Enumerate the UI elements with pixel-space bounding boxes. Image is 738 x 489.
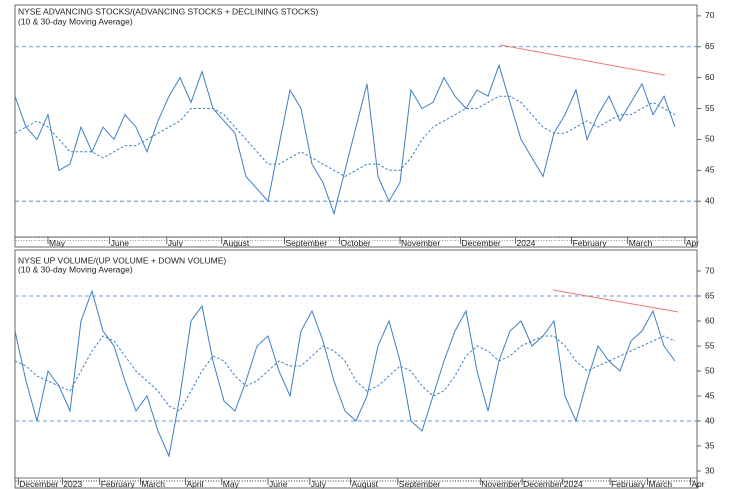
panel-subtitle: (10 & 30-day Moving Average) bbox=[18, 264, 133, 274]
x-tick-label: March bbox=[141, 479, 165, 489]
y-tick-label: 65 bbox=[705, 290, 715, 300]
x-tick-label: November bbox=[481, 479, 520, 489]
x-tick-label: May bbox=[223, 479, 240, 489]
x-tick-label: September bbox=[399, 479, 441, 489]
x-tick-label: December bbox=[523, 479, 562, 489]
moving-average-10 bbox=[14, 289, 676, 458]
y-tick-label: 70 bbox=[705, 265, 715, 275]
y-tick-label: 45 bbox=[705, 165, 715, 175]
x-tick-label: November bbox=[401, 238, 440, 248]
x-tick-label: Apr bbox=[686, 238, 699, 248]
panel-subtitle: (10 & 30-day Moving Average) bbox=[18, 16, 133, 26]
x-tick-label: 2024 bbox=[517, 238, 536, 248]
x-tick-label: May bbox=[49, 238, 66, 248]
x-tick-label: October bbox=[341, 238, 371, 248]
y-tick-label: 40 bbox=[705, 415, 715, 425]
panel-frame bbox=[14, 249, 698, 489]
y-tick-label: 50 bbox=[705, 134, 715, 144]
y-tick-label: 45 bbox=[705, 390, 715, 400]
y-tick-label: 70 bbox=[705, 10, 715, 20]
x-tick-label: February bbox=[611, 479, 646, 489]
moving-average-30 bbox=[14, 335, 676, 412]
panel-title: NYSE UP VOLUME/(UP VOLUME + DOWN VOLUME) bbox=[18, 255, 226, 265]
y-tick-label: 60 bbox=[705, 72, 715, 82]
x-tick-label: July bbox=[168, 238, 184, 248]
panel-frame bbox=[14, 4, 698, 248]
x-tick-label: February bbox=[101, 479, 136, 489]
y-tick-label: 35 bbox=[705, 440, 715, 450]
x-tick-label: April bbox=[187, 479, 204, 489]
x-tick-label: December bbox=[462, 238, 501, 248]
trend-line bbox=[552, 289, 679, 313]
x-tick-label: August bbox=[352, 479, 379, 489]
x-tick-label: June bbox=[111, 238, 130, 248]
x-tick-label: 2023 bbox=[63, 479, 82, 489]
x-tick-label: August bbox=[223, 238, 250, 248]
y-tick-label: 55 bbox=[705, 103, 715, 113]
y-tick-label: 50 bbox=[705, 365, 715, 375]
y-tick-label: 30 bbox=[705, 465, 715, 475]
x-tick-label: September bbox=[286, 238, 328, 248]
x-tick-label: February bbox=[573, 238, 608, 248]
x-tick-label: July bbox=[311, 479, 327, 489]
y-tick-label: 55 bbox=[705, 340, 715, 350]
x-tick-label: March bbox=[629, 238, 653, 248]
x-axis-hatch bbox=[15, 478, 697, 482]
x-tick-label: December bbox=[19, 479, 58, 489]
x-tick-label: 2024 bbox=[564, 479, 583, 489]
y-tick-label: 60 bbox=[705, 315, 715, 325]
y-tick-label: 40 bbox=[705, 195, 715, 205]
moving-average-30 bbox=[14, 95, 676, 178]
y-tick-label: 65 bbox=[705, 41, 715, 51]
x-axis-hatch bbox=[15, 237, 697, 241]
trend-line bbox=[500, 44, 666, 76]
x-tick-label: Apr bbox=[691, 479, 704, 489]
moving-average-10 bbox=[14, 63, 676, 216]
x-tick-label: March bbox=[649, 479, 673, 489]
x-tick-label: June bbox=[269, 479, 288, 489]
panel-title: NYSE ADVANCING STOCKS/(ADVANCING STOCKS … bbox=[18, 6, 318, 16]
